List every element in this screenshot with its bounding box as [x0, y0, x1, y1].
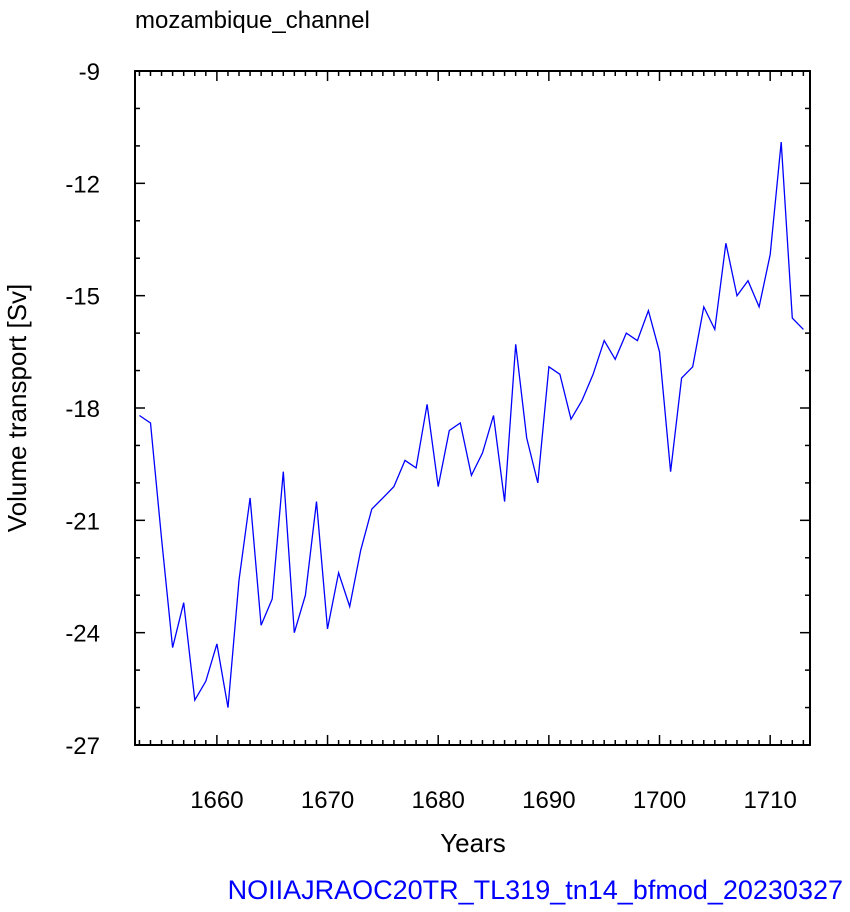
y-tick-label: -24	[65, 621, 100, 648]
caption: NOIIAJRAOC20TR_TL319_tn14_bfmod_20230327	[228, 875, 843, 905]
x-axis-title: Years	[440, 828, 506, 858]
y-tick-label: -27	[65, 733, 100, 760]
x-tick-label: 1690	[522, 787, 575, 814]
x-tick-label: 1700	[633, 787, 686, 814]
x-tick-label: 1670	[301, 787, 354, 814]
chart-title: mozambique_channel	[135, 7, 370, 34]
y-tick-label: -18	[65, 396, 100, 423]
x-tick-label: 1710	[743, 787, 796, 814]
x-tick-labels: 1660 1670 1680 1690 1700 1710	[190, 787, 797, 814]
y-tick-label: -12	[65, 171, 100, 198]
y-tick-label: -15	[65, 284, 100, 311]
y-tick-labels: -9 -12 -15 -18 -21 -24 -27	[65, 59, 100, 760]
tick-marks	[135, 70, 810, 746]
plot-frame	[134, 70, 811, 746]
series-line	[139, 142, 804, 708]
x-tick-label: 1680	[412, 787, 465, 814]
y-tick-label: -21	[65, 508, 100, 535]
y-axis-title: Volume transport [Sv]	[2, 284, 32, 533]
y-tick-label: -9	[79, 59, 100, 86]
x-tick-label: 1660	[190, 787, 243, 814]
